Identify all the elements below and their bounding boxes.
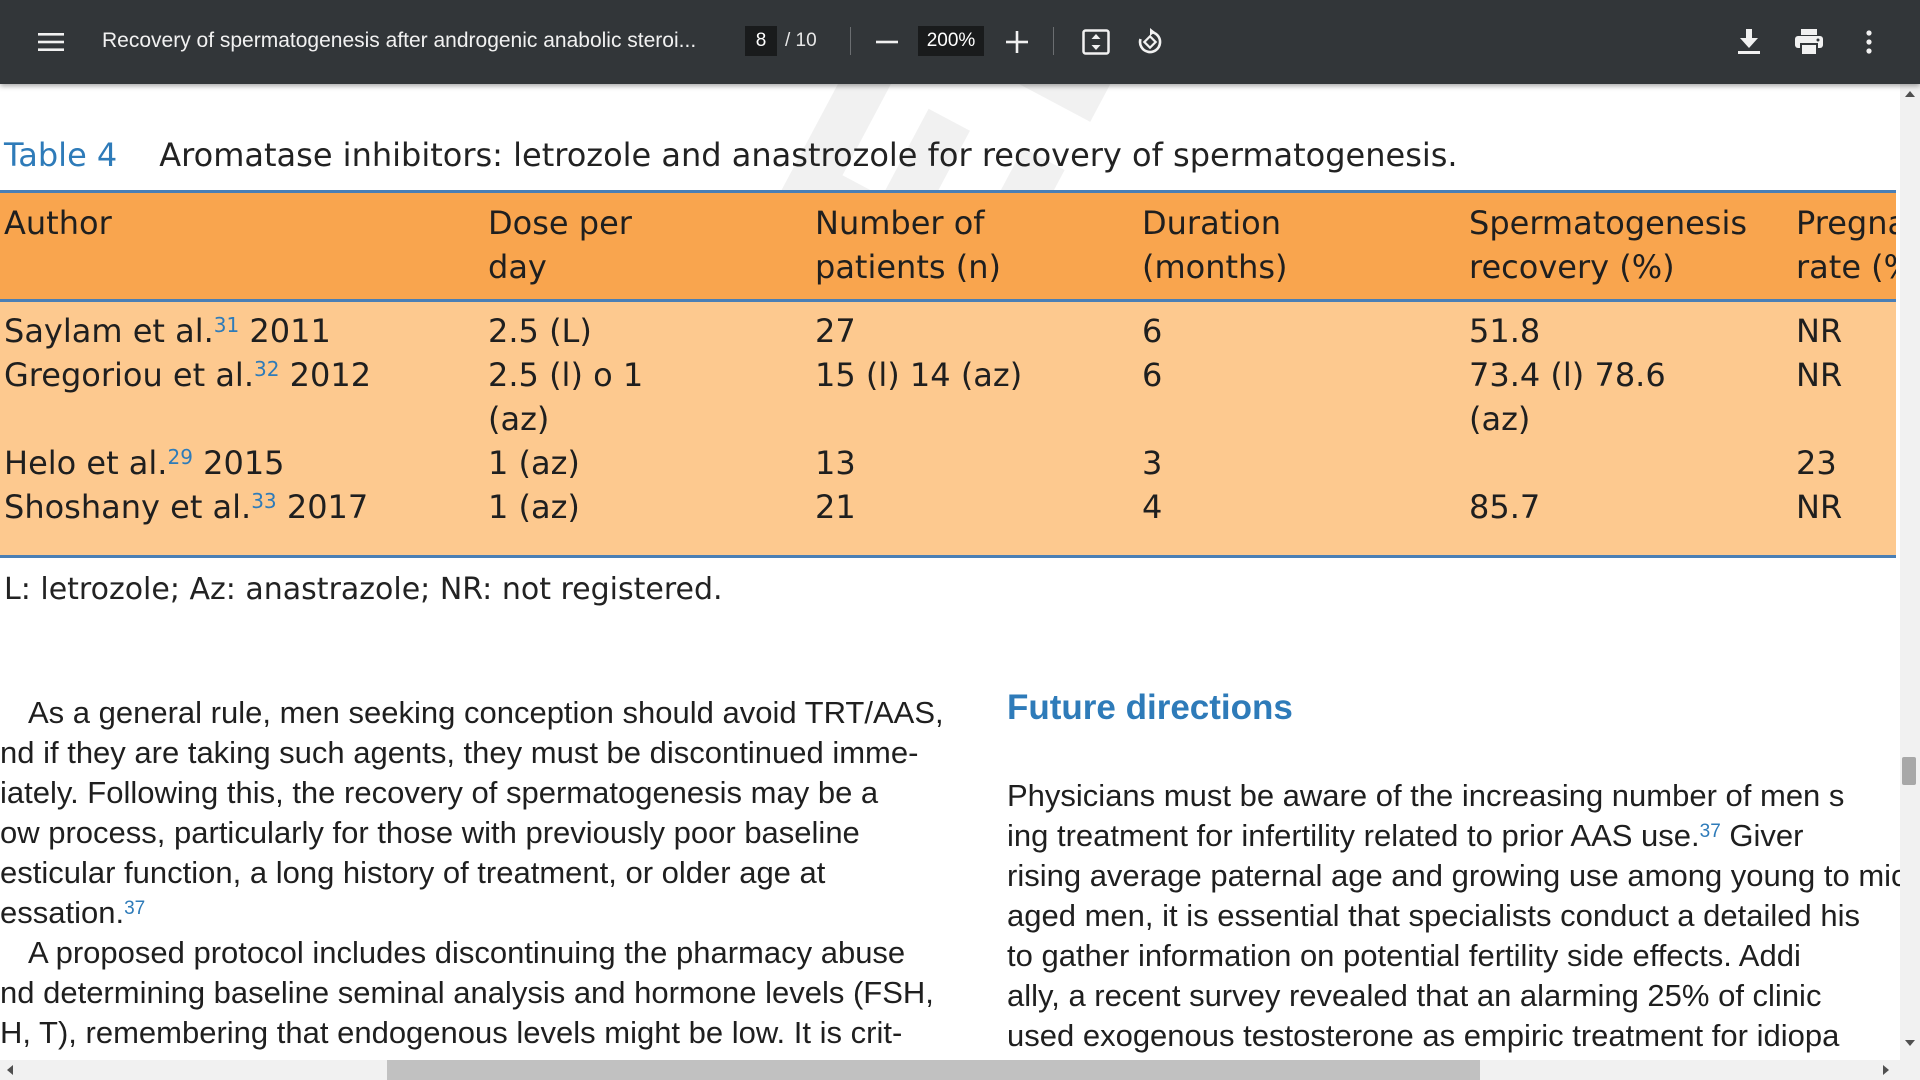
table-cell-author: Helo et al.29 2015 xyxy=(4,444,285,482)
body-text-line: A proposed protocol includes discontinui… xyxy=(28,935,906,970)
table-cell-pregnancy: NR xyxy=(1796,488,1843,526)
table-cell-duration: 3 xyxy=(1142,444,1163,482)
body-text-line: nd if they are taking such agents, they … xyxy=(0,735,919,770)
table-cell-patients: 15 (l) 14 (az) xyxy=(815,356,1023,394)
table-cell-duration: 6 xyxy=(1142,356,1163,394)
print-icon[interactable] xyxy=(1793,26,1825,58)
table-cell-patients: 27 xyxy=(815,312,856,350)
body-text-line: Physicians must be aware of the increasi… xyxy=(1007,778,1845,813)
body-text-line: rising average paternal age and growing … xyxy=(1007,858,1900,893)
body-text-line: ow process, particularly for those with … xyxy=(0,815,860,850)
document-title: Recovery of spermatogenesis after androg… xyxy=(102,29,697,52)
table-label: Table 4 xyxy=(4,136,118,174)
table-cell-author: Shoshany et al.33 2017 xyxy=(4,488,369,526)
table-cell-pregnancy: NR xyxy=(1796,356,1843,394)
data-table: Author Dose per day Number of patients (n)… xyxy=(0,190,1896,558)
zoom-level-input[interactable]: 200% xyxy=(918,26,984,56)
zoom-out-icon[interactable] xyxy=(872,28,902,56)
body-text-line: used exogenous testosterone as empiric t… xyxy=(1007,1018,1840,1053)
header-duration: Duration (months) xyxy=(1142,204,1288,286)
body-text-line: ally, a recent survey revealed that an a… xyxy=(1007,978,1822,1013)
page-total: / 10 xyxy=(785,30,817,51)
more-options-icon[interactable] xyxy=(1854,26,1884,58)
vertical-scrollbar[interactable] xyxy=(1900,84,1920,1060)
body-text-line: aged men, it is essential that specialis… xyxy=(1007,898,1860,933)
table-cell-author: Gregoriou et al.32 2012 xyxy=(4,356,372,394)
fit-page-icon[interactable] xyxy=(1080,26,1112,58)
header-recovery: Spermatogenesis recovery (%) xyxy=(1469,204,1748,286)
scroll-right-arrow-icon[interactable] xyxy=(1883,1065,1889,1075)
table-cell-dose: 2.5 (l) o 1 (az) xyxy=(488,356,644,438)
body-text-line: ing treatment for infertility related to… xyxy=(1007,818,1804,853)
scroll-left-arrow-icon[interactable] xyxy=(7,1065,13,1075)
table-cell-pregnancy: NR xyxy=(1796,312,1843,350)
section-heading: Future directions xyxy=(1007,688,1293,727)
hamburger-menu-icon[interactable] xyxy=(34,26,68,58)
body-text-line: essation.37 xyxy=(0,895,146,930)
body-text-line: nd determining baseline seminal analysis… xyxy=(0,975,934,1010)
table-title: Aromatase inhibitors: letrozole and anas… xyxy=(159,136,1458,174)
citation-link[interactable]: 37 xyxy=(124,898,146,919)
table-cell-recovery: 73.4 (l) 78.6 (az) xyxy=(1469,356,1666,438)
body-text-line: to gather information on potential ferti… xyxy=(1007,938,1801,973)
body-text-line: esticular function, a long history of tr… xyxy=(0,855,826,890)
body-text-line: As a general rule, men seeking conceptio… xyxy=(28,695,944,730)
citation-link[interactable]: 37 xyxy=(1699,821,1721,842)
table-footnote: L: letrozole; Az: anastrazole; NR: not r… xyxy=(4,572,723,607)
table-cell-dose: 1 (az) xyxy=(488,488,580,526)
table-caption: Table 4 Aromatase inhibitors: letrozole a… xyxy=(4,136,1458,174)
zoom-in-icon[interactable] xyxy=(1002,28,1032,56)
header-dose: Dose per day xyxy=(488,204,632,286)
pdf-toolbar: Recovery of spermatogenesis after androg… xyxy=(0,0,1920,84)
table-cell-pregnancy: 23 xyxy=(1796,444,1837,482)
table-cell-duration: 4 xyxy=(1142,488,1163,526)
table-cell-patients: 13 xyxy=(815,444,856,482)
scroll-up-arrow-icon[interactable] xyxy=(1905,91,1915,97)
rotate-icon[interactable] xyxy=(1134,26,1166,58)
table-cell-dose: 2.5 (L) xyxy=(488,312,592,350)
table-cell-dose: 1 (az) xyxy=(488,444,580,482)
table-header-row: Author Dose per day Number of patients (n)… xyxy=(0,193,1896,302)
toolbar-divider xyxy=(1053,27,1054,55)
table-cell-recovery: 85.7 xyxy=(1469,488,1541,526)
header-patients: Number of patients (n) xyxy=(815,204,1001,286)
horizontal-scroll-thumb[interactable] xyxy=(387,1060,1480,1080)
table-cell-recovery: 51.8 xyxy=(1469,312,1541,350)
scroll-down-arrow-icon[interactable] xyxy=(1905,1040,1915,1046)
body-text-line: iately. Following this, the recovery of … xyxy=(0,775,879,810)
body-text-line: H, T), remembering that endogenous level… xyxy=(0,1015,903,1050)
header-author: Author xyxy=(4,204,112,242)
page-number-input[interactable]: 8 xyxy=(745,26,777,56)
download-icon[interactable] xyxy=(1734,26,1764,58)
table-cell-patients: 21 xyxy=(815,488,856,526)
vertical-scroll-thumb[interactable] xyxy=(1902,757,1916,785)
toolbar-divider xyxy=(850,27,851,55)
table-cell-author: Saylam et al.31 2011 xyxy=(4,312,331,350)
table-cell-duration: 6 xyxy=(1142,312,1163,350)
